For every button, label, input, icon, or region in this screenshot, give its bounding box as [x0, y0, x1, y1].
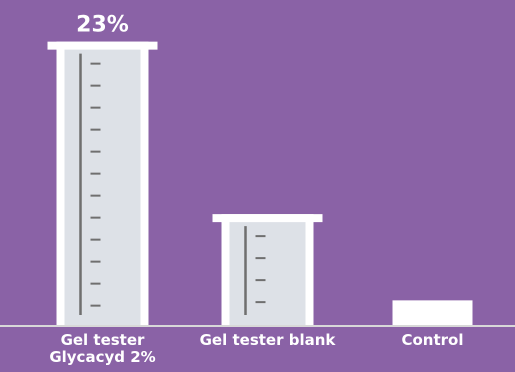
x-tick-label: Gel tester blank	[199, 331, 336, 349]
bar	[392, 300, 473, 325]
beaker-inside	[229, 222, 306, 325]
x-tick-label: Control	[401, 331, 464, 349]
value-label: 23%	[76, 13, 129, 38]
beaker-inside	[64, 49, 141, 325]
beaker	[212, 214, 323, 325]
x-tick-label: Gel tester Glycacyd 2%	[49, 331, 156, 366]
beaker	[47, 41, 158, 325]
